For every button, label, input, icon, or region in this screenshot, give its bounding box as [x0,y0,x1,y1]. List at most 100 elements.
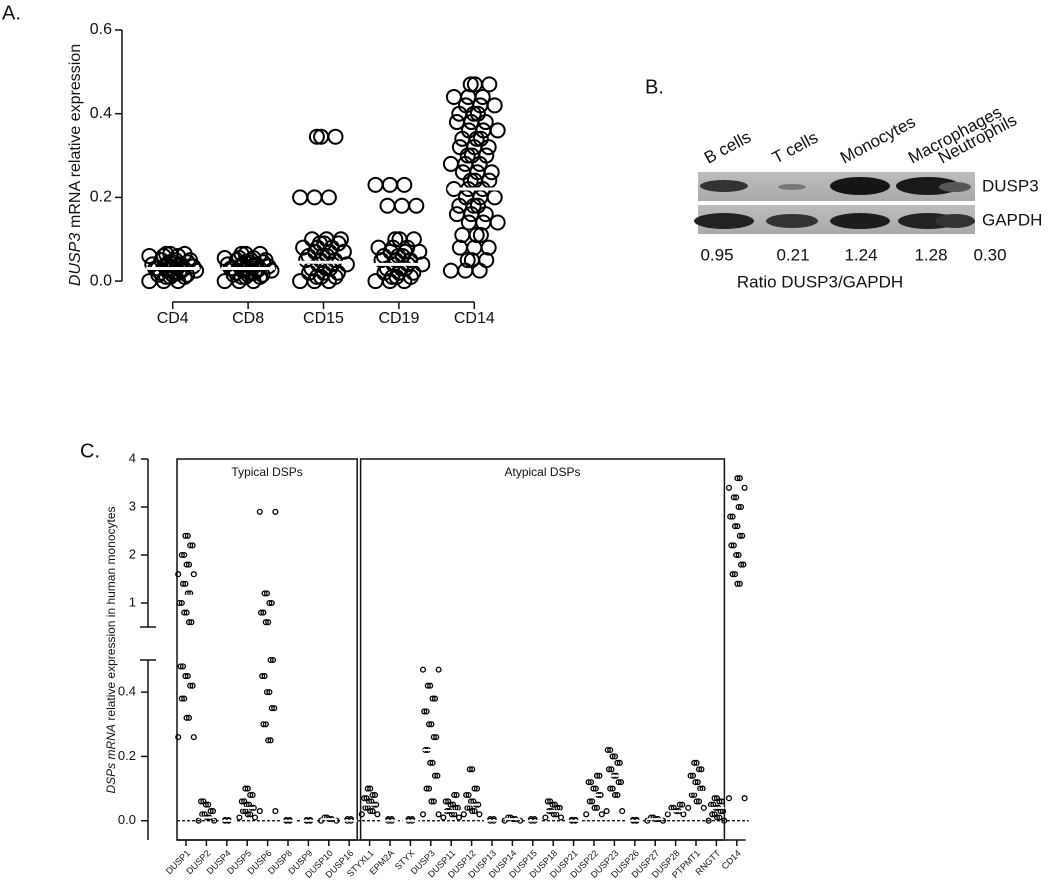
data-point [735,503,742,511]
data-point [185,714,193,721]
data-point [262,619,269,626]
data-point [713,795,721,802]
data-point [465,791,472,799]
data-point [435,811,442,818]
data-point [292,273,309,290]
data-point [617,779,625,786]
data-point [587,779,595,786]
data-point [590,785,597,792]
data-point [695,798,703,805]
data-point [430,734,437,741]
data-point [734,523,741,530]
data-point [611,791,619,799]
group-box [359,458,726,841]
data-point [734,580,741,587]
data-point [733,494,740,501]
data-point [609,753,616,760]
data-point [183,561,190,568]
y-tick-label: 2 [129,546,136,561]
data-point [233,245,250,262]
data-point [181,551,188,559]
blot-image [694,172,975,234]
data-point [263,590,271,597]
data-point [265,737,272,744]
y-axis-label-gene: DUSP3 [67,233,84,286]
data-point [616,759,623,766]
data-point [737,561,745,568]
data-point [261,590,268,597]
data-point [727,513,734,520]
data-point [435,666,442,673]
y-tick-label: 0.4 [90,105,112,122]
data-point [427,759,434,766]
data-point [249,791,256,799]
data-point [733,551,740,559]
data-point [603,808,610,815]
data-point [188,619,195,626]
data-point [741,484,748,491]
y-axis-label-gene: DSPs mRNA [104,724,118,793]
data-point [424,682,431,689]
data-point [431,695,439,702]
data-point [267,656,274,664]
data-point [695,766,703,773]
data-point [463,791,470,799]
data-point [709,811,716,818]
data-point [489,214,506,231]
data-point [327,128,344,145]
data-point [272,508,279,515]
data-point [182,532,189,539]
data-point [687,772,694,779]
y-tick-label: 0.2 [118,748,136,763]
ratio-value: 0.21 [776,245,809,264]
x-tick-label: CD19 [378,310,419,327]
data-point [257,609,265,616]
data-point [471,808,478,815]
y-tick-label: 0.2 [90,189,112,206]
data-point [700,804,707,811]
y-tick-label: 0.6 [90,21,112,38]
data-point [448,114,465,131]
data-point [261,673,268,680]
lane-label: T cells [769,128,821,168]
data-point [175,571,182,578]
lane-label: Monocytes [837,112,919,167]
y-tick-label: 0.0 [118,812,136,827]
data-point [466,766,473,773]
data-point [596,772,603,779]
data-point [177,663,184,670]
group-label: Atypical DSPs [504,465,580,479]
group-box [176,458,358,841]
y-axis-label-text: mRNA relative expression [67,44,84,228]
y-axis-label: DUSP3 mRNA relative expression [67,44,84,286]
data-point [607,746,614,754]
data-point [480,239,497,256]
y-tick-label: 3 [129,498,136,513]
data-point [181,609,188,616]
data-point [728,542,735,549]
data-point [693,759,700,766]
ratio-value: 1.28 [914,245,947,264]
data-point [698,766,705,773]
data-point [178,695,185,702]
data-point [442,798,449,805]
data-point [449,801,457,808]
data-point [462,76,479,93]
data-point [604,746,611,754]
data-point [266,599,273,607]
y-tick-label: 0.0 [90,272,112,289]
data-point [693,798,700,805]
data-point [267,737,274,744]
data-point [619,808,626,815]
data-point [425,721,433,728]
data-point [736,580,743,587]
data-point [445,798,452,805]
data-point [737,503,745,511]
data-point [442,262,459,279]
data-point [483,164,500,181]
data-point [583,811,590,818]
data-point [187,682,194,689]
data-point [271,705,278,712]
data-point [615,779,622,786]
data-point [268,599,275,607]
